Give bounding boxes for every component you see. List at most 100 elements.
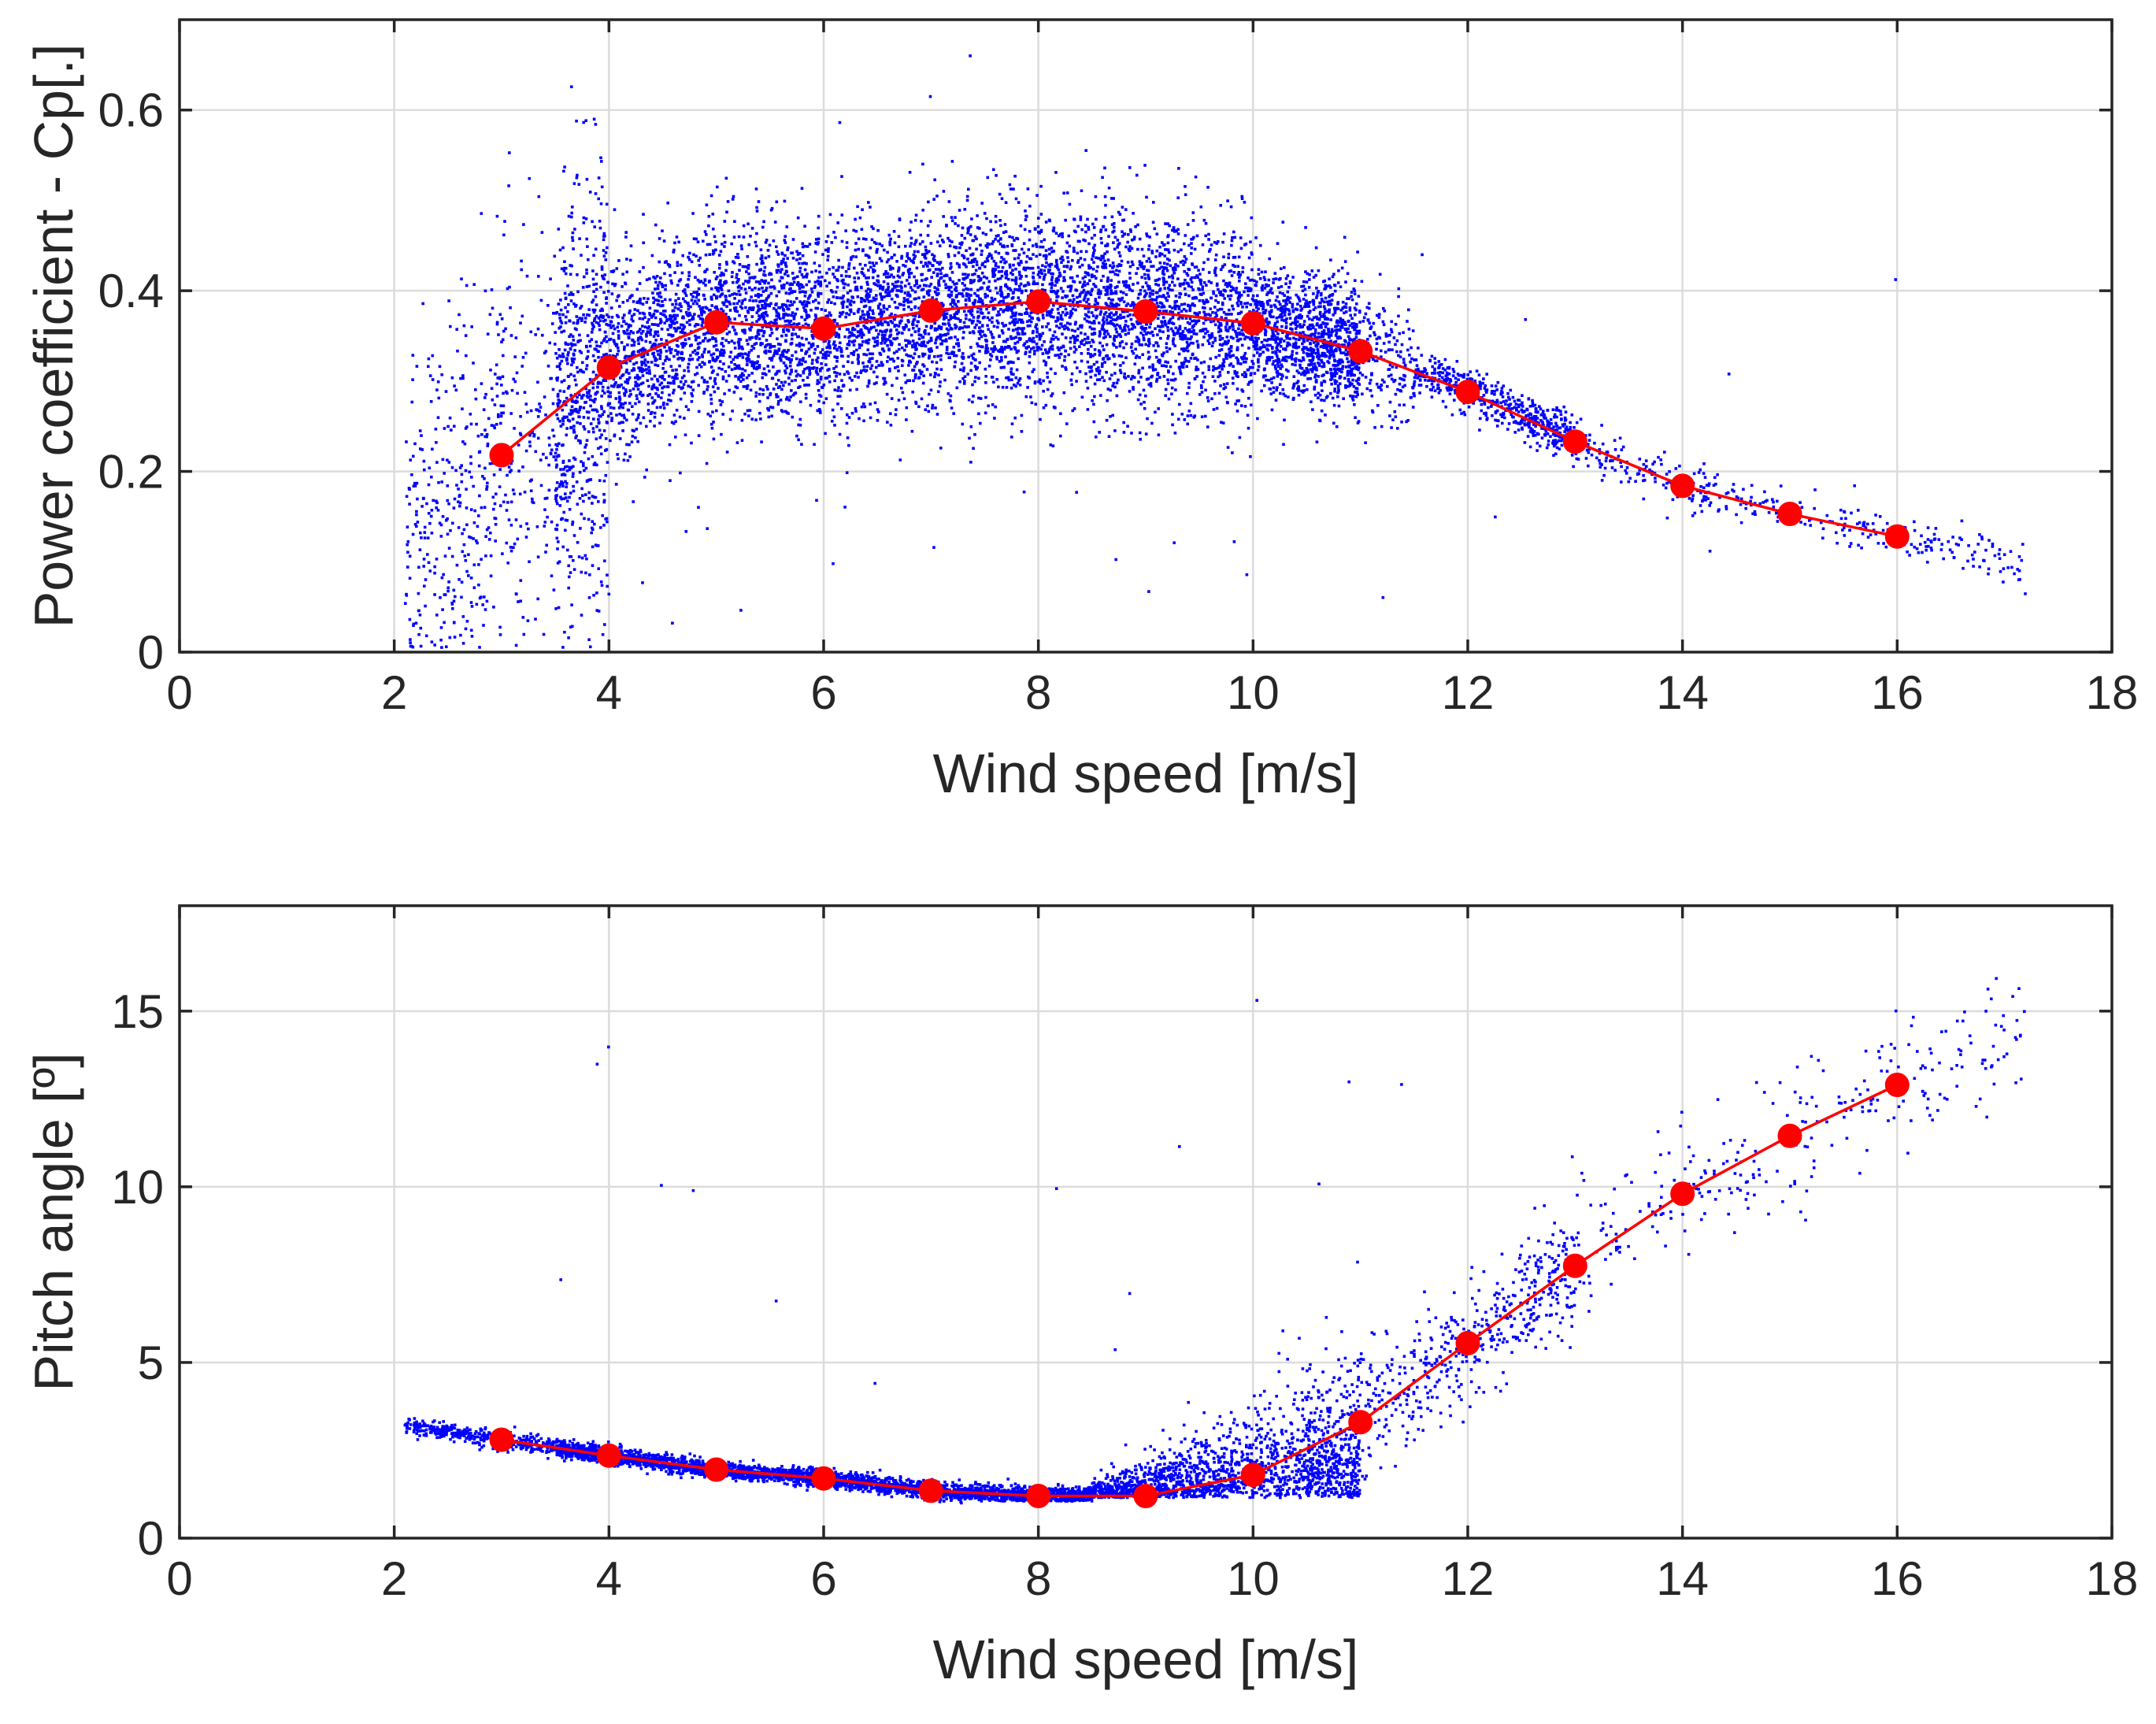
cp-scatter-point [1295, 346, 1298, 350]
cp-scatter-point [1024, 260, 1028, 264]
cp-scatter-point [828, 375, 832, 378]
cp-scatter-point [1336, 395, 1339, 399]
cp-scatter-point [1193, 319, 1196, 322]
cp-scatter-point [1554, 434, 1558, 437]
cp-scatter-point [1081, 276, 1085, 280]
cp-scatter-point [852, 300, 856, 304]
cp-scatter-point [506, 287, 509, 291]
cp-scatter-point [748, 276, 752, 280]
cp-scatter-point [1072, 350, 1076, 354]
cp-scatter-point [1410, 346, 1413, 350]
cp-scatter-point [1113, 339, 1117, 343]
cp-scatter-point [789, 319, 793, 323]
cp-scatter-point [1313, 331, 1317, 335]
cp-scatter-point [1103, 259, 1106, 263]
cp-scatter-point [958, 242, 961, 245]
cp-scatter-point [721, 337, 724, 340]
cp-scatter-point [1160, 302, 1164, 306]
cp-scatter-point [879, 308, 883, 312]
cp-scatter-point [1109, 279, 1113, 282]
cp-scatter-point [868, 306, 872, 310]
cp-scatter-point [528, 440, 532, 443]
cp-scatter-point [872, 336, 875, 340]
cp-scatter-point [1183, 242, 1186, 246]
cp-scatter-point [1473, 379, 1476, 383]
cp-scatter-point [1017, 288, 1021, 292]
cp-scatter-point [898, 458, 902, 462]
cp-scatter-point [1295, 351, 1298, 355]
cp-scatter-point [571, 475, 575, 478]
cp-scatter-point [1043, 238, 1047, 242]
cp-scatter-point [731, 198, 735, 201]
cp-scatter-point [937, 324, 941, 328]
cp-scatter-point [735, 302, 739, 306]
cp-scatter-point [913, 305, 917, 309]
cp-scatter-point [691, 394, 695, 398]
cp-scatter-point [939, 327, 943, 331]
cp-scatter-point [836, 395, 840, 399]
cp-scatter-point [690, 298, 694, 302]
cp-scatter-point [1126, 425, 1129, 428]
cp-scatter-point [587, 596, 591, 599]
cp-scatter-point [1776, 499, 1779, 503]
cp-scatter-point [938, 262, 941, 266]
cp-scatter-point [1055, 291, 1058, 294]
cp-scatter-point [1172, 337, 1176, 340]
cp-scatter-point [498, 313, 502, 317]
cp-scatter-point [976, 288, 980, 292]
cp-scatter-point [588, 191, 592, 194]
cp-scatter-point [1177, 317, 1180, 321]
cp-scatter-point [1149, 332, 1152, 335]
cp-scatter-point [1314, 366, 1318, 370]
cp-scatter-point [1398, 355, 1402, 358]
cp-scatter-point [1276, 286, 1280, 289]
cp-scatter-point [610, 419, 613, 422]
cp-scatter-point [446, 589, 450, 593]
cp-scatter-point [1337, 269, 1340, 273]
cp-scatter-point [1334, 328, 1337, 332]
cp-scatter-point [1306, 272, 1310, 276]
cp-scatter-point [758, 411, 761, 415]
cp-scatter-point [831, 290, 834, 294]
cp-scatter-point [1164, 394, 1167, 398]
cp-scatter-point [681, 343, 684, 347]
cp-scatter-point [1019, 282, 1023, 286]
cp-scatter-point [995, 287, 998, 290]
cp-scatter-point [898, 343, 901, 347]
cp-scatter-point [1106, 321, 1109, 324]
cp-scatter-point [683, 433, 687, 436]
cp-scatter-point [1046, 387, 1050, 391]
cp-scatter-point [490, 387, 494, 390]
cp-scatter-point [550, 322, 554, 325]
cp-scatter-point [1701, 499, 1704, 502]
cp-scatter-point [1803, 522, 1807, 526]
cp-scatter-point [730, 368, 734, 371]
cp-scatter-point [831, 408, 835, 412]
cp-scatter-point [1355, 329, 1359, 333]
cp-scatter-point [477, 583, 480, 587]
cp-scatter-point [1084, 250, 1088, 254]
cp-scatter-point [1069, 336, 1072, 340]
cp-scatter-point [509, 462, 513, 465]
cp-scatter-point [961, 288, 965, 292]
cp-scatter-point [817, 291, 820, 295]
cp-scatter-point [832, 273, 835, 276]
cp-scatter-point [1191, 353, 1195, 357]
cp-scatter-point [1302, 298, 1306, 301]
cp-scatter-point [1160, 265, 1163, 269]
cp-scatter-point [1372, 358, 1375, 361]
cp-scatter-point [607, 402, 610, 406]
cp-scatter-point [866, 287, 870, 291]
cp-scatter-point [761, 306, 765, 310]
cp-scatter-point [1302, 350, 1306, 354]
cp-scatter-point [580, 395, 583, 399]
cp-scatter-point [922, 295, 926, 298]
cp-scatter-point [459, 376, 462, 380]
cp-scatter-point [1347, 297, 1350, 300]
cp-scatter-point [738, 367, 742, 370]
cp-scatter-point [734, 255, 738, 259]
cp-scatter-point [735, 386, 739, 390]
cp-scatter-point [642, 354, 646, 358]
cp-scatter-point [924, 257, 928, 260]
cp-scatter-point [1482, 394, 1486, 397]
